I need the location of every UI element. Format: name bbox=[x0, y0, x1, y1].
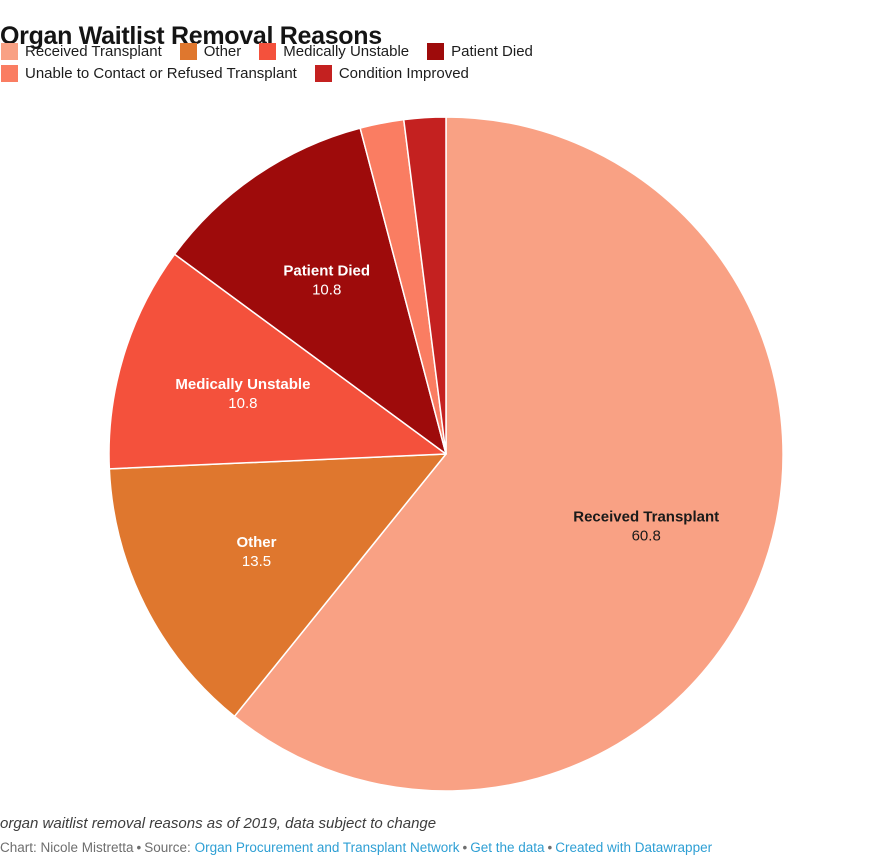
pie-slice-label-other: Other 13.5 bbox=[236, 534, 276, 570]
legend-swatch bbox=[427, 43, 445, 60]
source-label: Source: bbox=[144, 840, 191, 855]
pie-slice-label-received-transplant: Received Transplant 60.8 bbox=[573, 509, 719, 545]
byline-separator: • bbox=[547, 840, 553, 855]
legend-swatch bbox=[1, 43, 18, 60]
legend-swatch bbox=[314, 65, 332, 82]
legend-label: Received Transplant bbox=[25, 43, 162, 60]
pie-slice-label-patient-died: Patient Died 10.8 bbox=[283, 262, 370, 298]
legend-label: Medically Unstable bbox=[283, 43, 410, 60]
pie-slice-label-medically-unstable: Medically Unstable 10.8 bbox=[175, 376, 310, 412]
legend-item-other: Other bbox=[179, 43, 242, 60]
legend-swatch bbox=[259, 43, 277, 60]
chart-byline: Chart: Nicole Mistretta • Source: Organ Pr… bbox=[0, 840, 712, 855]
pie-slice-medically-unstable[interactable] bbox=[108, 253, 447, 470]
legend-item-condition-improved: Condition Improved bbox=[314, 65, 469, 82]
datawrapper-link[interactable]: Created with Datawrapper bbox=[555, 840, 713, 855]
legend-item-received-transplant: Received Transplant bbox=[1, 43, 162, 60]
legend: Received Transplant Other Medically Unstab… bbox=[1, 43, 621, 82]
source-link[interactable]: Organ Procurement and Transplant Network bbox=[194, 840, 460, 855]
get-data-link[interactable]: Get the data bbox=[470, 840, 545, 855]
legend-item-unable-to-contact-or-refused-transplant: Unable to Contact or Refused Transplant bbox=[1, 65, 297, 82]
legend-swatch bbox=[1, 65, 18, 82]
pie-slice-condition-improved[interactable] bbox=[403, 116, 447, 455]
byline-separator: • bbox=[136, 840, 142, 855]
legend-label: Other bbox=[203, 43, 242, 60]
pie-slice-patient-died[interactable] bbox=[173, 127, 447, 455]
legend-item-medically-unstable: Medically Unstable bbox=[259, 43, 409, 60]
legend-label: Condition Improved bbox=[338, 65, 469, 82]
chart-notes: organ waitlist removal reasons as of 201… bbox=[0, 815, 437, 832]
pie-slice-other[interactable] bbox=[108, 453, 447, 718]
legend-label: Unable to Contact or Refused Transplant bbox=[25, 65, 297, 82]
byline-separator: • bbox=[462, 840, 468, 855]
legend-item-patient-died: Patient Died bbox=[427, 43, 533, 60]
legend-swatch bbox=[179, 43, 197, 60]
pie-slice-received-transplant[interactable] bbox=[233, 116, 784, 792]
legend-label: Patient Died bbox=[451, 43, 533, 60]
chart-credit: Chart: Nicole Mistretta bbox=[0, 840, 134, 855]
